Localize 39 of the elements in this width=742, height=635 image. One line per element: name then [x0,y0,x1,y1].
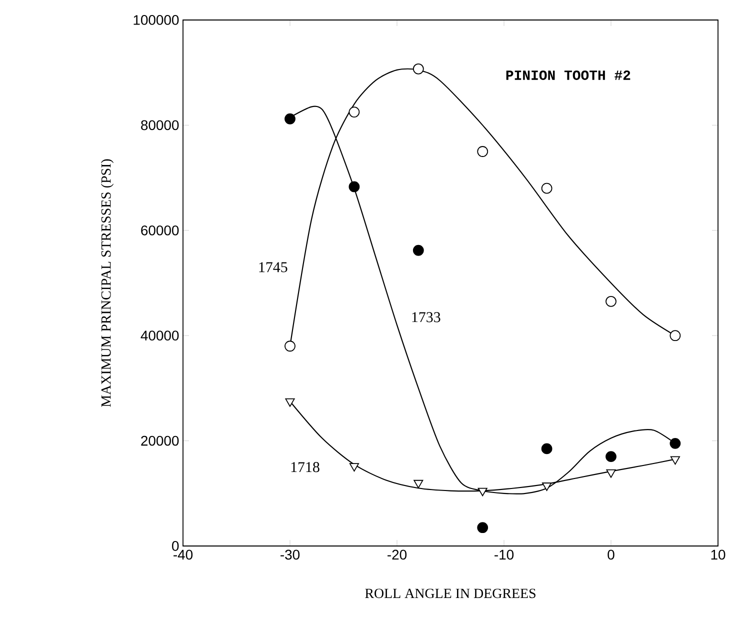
x-tick-label: 0 [608,550,614,560]
point [412,63,424,74]
series-label: 1745 [259,262,288,272]
point [477,146,488,157]
x-tick-label: -20 [388,550,407,560]
x-tick-label: -10 [494,550,514,560]
point [284,340,296,352]
point [670,438,681,449]
point [348,181,360,192]
point [542,482,552,491]
y-tick-label: 100000 [134,15,179,25]
point [606,296,616,307]
y-tick-label: 40000 [140,330,179,341]
y-tick-label: 80000 [141,120,179,130]
point [541,182,552,194]
y-tick-label: 60000 [141,225,179,236]
point [670,456,680,465]
point [606,469,616,478]
point [477,522,488,534]
point [606,451,616,462]
annotation: PINION TOOTH #2 [506,70,630,80]
y-tick-label: 0 [172,541,179,551]
point [348,106,360,118]
point [349,463,359,472]
point [414,480,424,488]
x-tick-label: -30 [280,550,300,560]
x-tick-label: -40 [174,550,193,560]
point [284,113,296,124]
series-label: 1718 [291,462,320,472]
point [670,330,681,342]
point [478,488,488,496]
x-tick-label: 10 [711,550,726,560]
point [285,398,295,407]
y-tick-label: 20000 [141,436,179,446]
point [412,244,424,256]
point [541,443,552,454]
x-axis-title: ROLL ANGLE IN DEGREES [365,588,536,598]
series-label: 1733 [412,312,440,322]
y-axis-title: MAXIMUM PRINCIPAL STRESSES (PSI) [100,159,114,407]
